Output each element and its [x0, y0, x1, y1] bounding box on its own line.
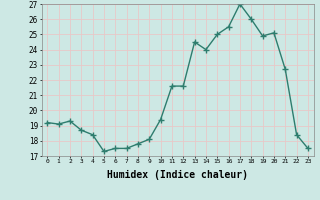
X-axis label: Humidex (Indice chaleur): Humidex (Indice chaleur): [107, 170, 248, 180]
